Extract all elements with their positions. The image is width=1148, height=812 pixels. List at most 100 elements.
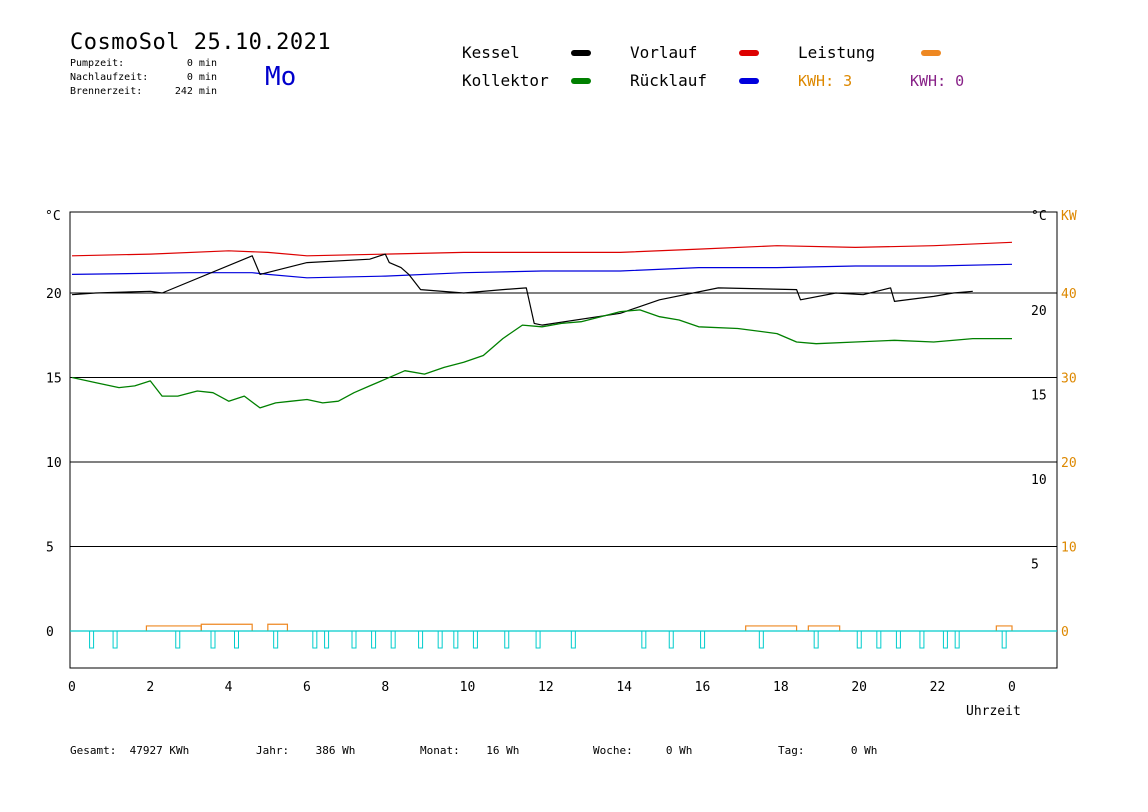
pump-pulse <box>570 630 576 649</box>
pump-pulse <box>472 630 478 649</box>
pump-pulse <box>312 630 318 649</box>
footer-woche-value: 0 Wh <box>665 744 693 757</box>
right-kw-tick-label: 30 <box>1061 372 1077 387</box>
x-tick-label: 20 <box>851 680 867 695</box>
pump-pulse <box>668 630 674 649</box>
x-tick-label: 0 <box>68 680 76 695</box>
x-axis-label: Uhrzeit <box>966 704 1021 719</box>
plot-frame <box>69 211 1058 669</box>
pump-pulse <box>856 630 862 649</box>
stat-pumpzeit-label: Pumpzeit: <box>70 58 125 69</box>
kwh-solar-value: KWH: 3 <box>798 72 853 90</box>
stat-brennerzeit: Brennerzeit: 242 min <box>70 86 217 97</box>
x-tick-label: 12 <box>538 680 554 695</box>
legend-vorlauf-label: Vorlauf <box>630 43 698 62</box>
footer-gesamt-value: 47927 KWh <box>129 744 190 757</box>
right-temp-tick-label: 20 <box>1031 304 1047 319</box>
footer-monat-label: Monat: <box>420 744 460 757</box>
footer-woche-label: Woche: <box>593 744 633 757</box>
pump-pulse <box>954 630 960 649</box>
pump-pulse <box>535 630 541 649</box>
x-tick-label: 6 <box>303 680 311 695</box>
stat-nachlaufzeit: Nachlaufzeit: 0 min <box>70 72 217 83</box>
series-line-ruecklauf <box>71 263 1013 279</box>
right-kw-tick-label: 40 <box>1061 287 1077 302</box>
left-axis-unit: °C <box>45 209 61 224</box>
footer-tag: Tag: 0 Wh <box>778 744 877 757</box>
left-tick-label: 20 <box>46 287 62 302</box>
pump-pulse <box>942 630 948 649</box>
leistung-segment <box>267 623 289 631</box>
pump-pulse <box>876 630 882 649</box>
right-temp-tick-label: 5 <box>1031 558 1039 573</box>
pump-pulse <box>641 630 647 649</box>
x-tick-label: 16 <box>695 680 711 695</box>
stat-brennerzeit-label: Brennerzeit: <box>70 86 143 97</box>
series-line-kessel <box>71 253 973 326</box>
footer-woche: Woche: 0 Wh <box>593 744 692 757</box>
stat-nachlaufzeit-label: Nachlaufzeit: <box>70 72 149 83</box>
pump-pulse <box>234 630 239 649</box>
right-temp-tick-label: 15 <box>1031 389 1047 404</box>
stat-nachlaufzeit-value: 0 min <box>186 72 217 83</box>
legend-kessel-label: Kessel <box>462 43 520 62</box>
right-kw-axis-unit: KW <box>1061 209 1077 224</box>
pump-pulse <box>371 630 377 649</box>
pump-pulse <box>1001 630 1007 649</box>
stat-pumpzeit: Pumpzeit: 0 min <box>70 58 217 69</box>
pump-pulse <box>273 630 279 649</box>
right-kw-tick-label: 20 <box>1061 456 1077 471</box>
left-tick-label: 10 <box>46 456 62 471</box>
legend-leistung-label: Leistung <box>798 43 876 62</box>
legend-leistung-swatch <box>921 50 941 56</box>
left-tick-label: 5 <box>46 541 54 556</box>
left-tick-label: 15 <box>46 372 62 387</box>
stat-pumpzeit-value: 0 min <box>186 58 217 69</box>
legend-kollektor-label: Kollektor <box>462 71 549 90</box>
right-temp-tick-label: 10 <box>1031 473 1047 488</box>
leistung-segment <box>200 623 253 631</box>
chart-title: CosmoSol 25.10.2021 <box>70 30 332 55</box>
x-tick-label: 10 <box>460 680 476 695</box>
pump-pulse <box>919 630 925 649</box>
pump-pulse <box>89 630 95 649</box>
series-line-kollektor <box>71 309 1012 409</box>
pump-pulse <box>390 630 396 649</box>
pump-pulse <box>700 630 706 649</box>
footer-jahr-value: 386 Wh <box>315 744 356 757</box>
pump-pulse <box>437 630 443 649</box>
pump-pulse <box>324 630 330 649</box>
footer-tag-value: 0 Wh <box>850 744 878 757</box>
legend-ruecklauf-label: Rücklauf <box>630 71 708 90</box>
leistung-segment <box>745 625 798 631</box>
x-tick-label: 8 <box>381 680 389 695</box>
x-tick-label: 2 <box>146 680 154 695</box>
footer-monat-value: 16 Wh <box>486 744 520 757</box>
x-tick-label: 14 <box>616 680 632 695</box>
kwh-burner-value: KWH: 0 <box>910 72 965 90</box>
weekday-label: Mo <box>265 62 297 92</box>
pump-pulse <box>504 630 510 649</box>
stat-brennerzeit-value: 242 min <box>174 86 217 97</box>
leistung-segment <box>807 625 841 631</box>
pump-pulse <box>112 630 118 649</box>
footer-gesamt-label: Gesamt: <box>70 744 117 757</box>
pump-pulse <box>351 630 357 649</box>
x-tick-label: 0 <box>1008 680 1016 695</box>
x-tick-label: 4 <box>225 680 233 695</box>
footer-jahr-label: Jahr: <box>256 744 290 757</box>
pump-pulse <box>175 630 181 649</box>
pump-pulse <box>758 630 764 649</box>
right-axis-unit: °C <box>1031 209 1047 224</box>
series-line-vorlauf <box>71 241 1013 257</box>
x-tick-label: 22 <box>930 680 946 695</box>
footer-tag-label: Tag: <box>778 744 805 757</box>
pump-pulse <box>210 630 216 649</box>
footer-gesamt: Gesamt: 47927 KWh <box>70 744 189 757</box>
legend-vorlauf-swatch <box>739 50 759 56</box>
left-tick-label: 0 <box>46 625 54 640</box>
right-kw-tick-label: 0 <box>1061 625 1069 640</box>
right-kw-tick-label: 10 <box>1061 541 1077 556</box>
pump-pulse <box>453 630 459 649</box>
